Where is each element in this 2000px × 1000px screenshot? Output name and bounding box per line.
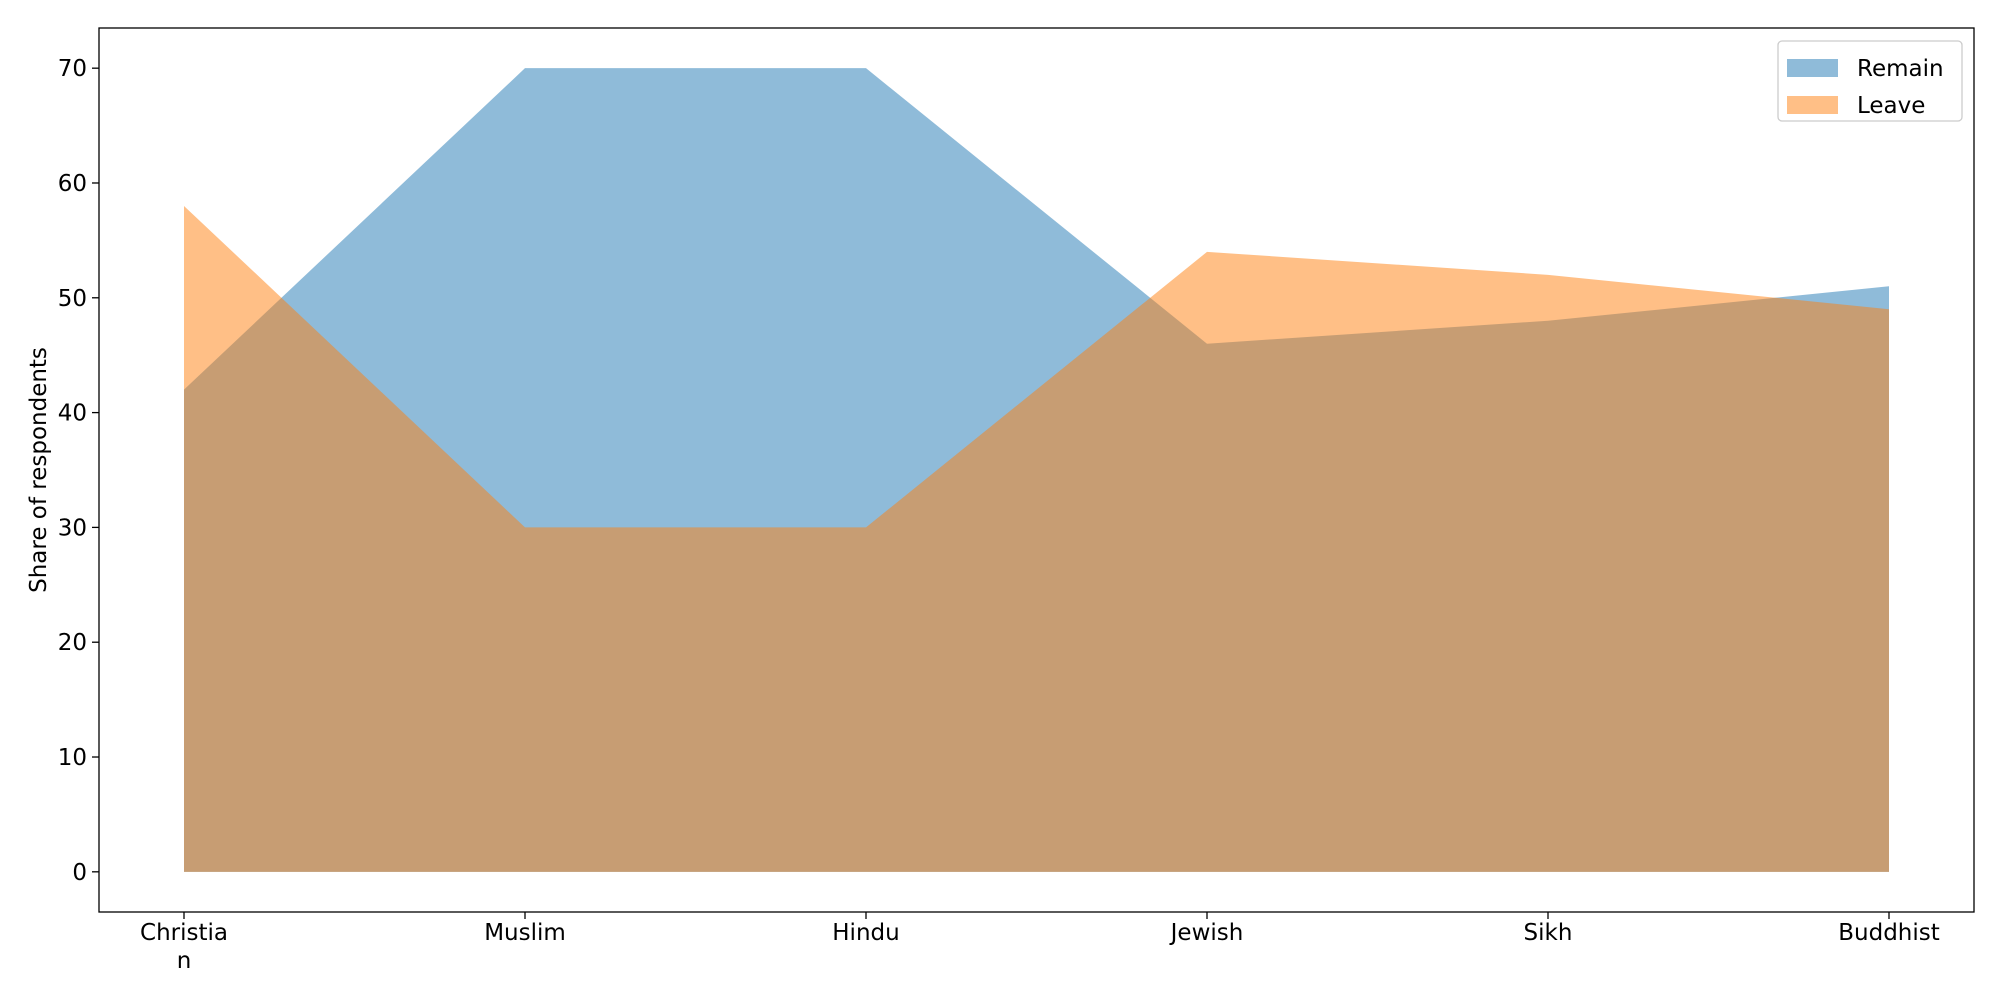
y-tick-label: 50 [58, 286, 87, 312]
x-tick-label: Sikh [1524, 920, 1573, 946]
y-tick-label: 0 [72, 860, 87, 886]
y-tick-label: 10 [58, 745, 87, 771]
legend: Remain Leave [1777, 40, 1963, 122]
series-areas [184, 68, 1889, 872]
area-leave [184, 205, 1889, 872]
x-tick-label: Christia n [140, 920, 228, 974]
x-tick-label: Buddhist [1838, 920, 1940, 946]
x-tick-label: Muslim [484, 920, 566, 946]
x-tick-label: Jewish [1169, 920, 1244, 946]
x-tick-label: Hindu [832, 920, 899, 946]
legend-label-remain: Remain [1857, 56, 1944, 82]
y-tick-label: 70 [58, 56, 87, 82]
legend-label-leave: Leave [1857, 93, 1925, 119]
plot-frame [98, 27, 1975, 913]
legend-swatch-remain [1787, 59, 1838, 77]
y-tick-label: 40 [58, 401, 87, 427]
y-axis-label: Share of respondents [26, 347, 52, 593]
y-tick-label: 60 [58, 171, 87, 197]
y-tick-label: 30 [58, 515, 87, 541]
x-axis: Christia n Muslim Hindu Jewish Sikh Buddhist [140, 912, 1940, 974]
legend-swatch-leave [1787, 96, 1838, 114]
y-tick-label: 20 [58, 630, 87, 656]
y-axis: 0 10 20 30 40 50 60 70 [58, 56, 99, 886]
